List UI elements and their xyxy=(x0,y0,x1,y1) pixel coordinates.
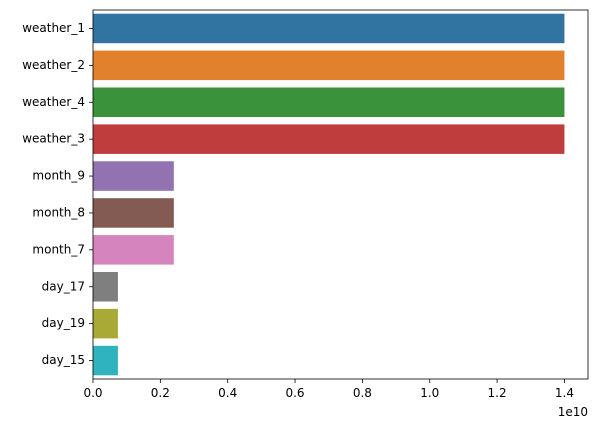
x-tick-label-0: 0.0 xyxy=(83,386,102,400)
x-tick-label-5: 1.0 xyxy=(420,386,439,400)
y-tick-label-month_8: month_8 xyxy=(32,205,85,219)
y-tick-label-month_7: month_7 xyxy=(32,242,85,256)
y-tick-label-day_15: day_15 xyxy=(42,353,85,367)
bar-day_17 xyxy=(93,271,118,302)
bar-weather_1 xyxy=(93,13,565,44)
y-tick-label-weather_3: weather_3 xyxy=(22,132,85,146)
x-tick-label-6: 1.2 xyxy=(488,386,507,400)
bar-weather_3 xyxy=(93,124,565,154)
x-tick-label-7: 1.4 xyxy=(555,386,574,400)
bar-weather_2 xyxy=(93,50,565,81)
y-tick-label-month_9: month_9 xyxy=(32,169,85,183)
plot-frame xyxy=(92,9,589,380)
x-tick-label-1: 0.2 xyxy=(151,386,170,400)
x-axis-scale-label: 1e10 xyxy=(558,405,588,419)
bar-weather_4 xyxy=(93,87,565,118)
bar-month_9 xyxy=(93,161,174,191)
x-tick-label-3: 0.6 xyxy=(285,386,304,400)
y-tick-label-weather_2: weather_2 xyxy=(22,58,85,72)
x-tick-label-2: 0.4 xyxy=(218,386,237,400)
bar-month_7 xyxy=(93,235,174,265)
y-tick-label-day_19: day_19 xyxy=(42,316,85,330)
y-tick-label-weather_1: weather_1 xyxy=(22,21,85,35)
y-tick-label-weather_4: weather_4 xyxy=(22,95,85,109)
bar-day_19 xyxy=(93,308,118,339)
y-tick-label-day_17: day_17 xyxy=(42,279,85,293)
x-tick-label-4: 0.8 xyxy=(353,386,372,400)
bar-day_15 xyxy=(93,345,118,376)
bar-month_8 xyxy=(93,198,174,228)
